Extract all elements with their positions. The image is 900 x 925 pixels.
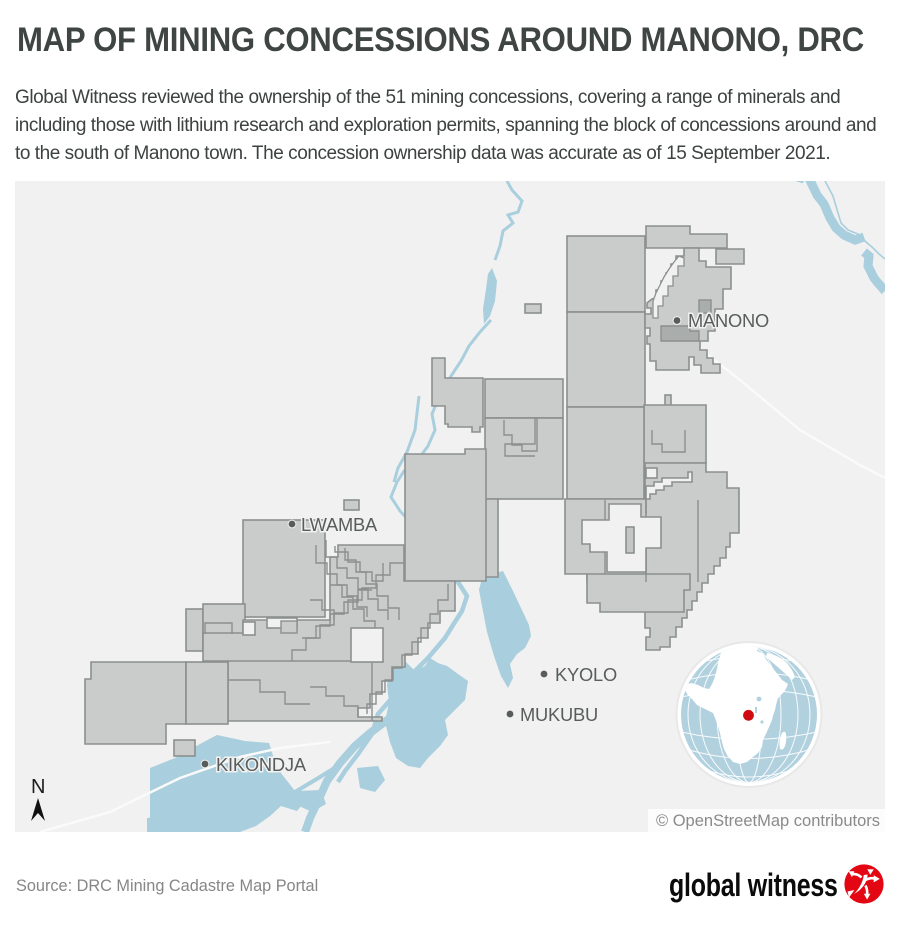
svg-text:KIKONDJA: KIKONDJA: [216, 754, 307, 775]
svg-text:N: N: [31, 776, 45, 798]
svg-text:LWAMBA: LWAMBA: [301, 514, 378, 535]
svg-text:MUKUBU: MUKUBU: [520, 704, 598, 725]
svg-text:© OpenStreetMap contributors: © OpenStreetMap contributors: [656, 812, 880, 830]
svg-text:KYOLO: KYOLO: [555, 664, 617, 685]
svg-text:MANONO: MANONO: [688, 310, 769, 331]
